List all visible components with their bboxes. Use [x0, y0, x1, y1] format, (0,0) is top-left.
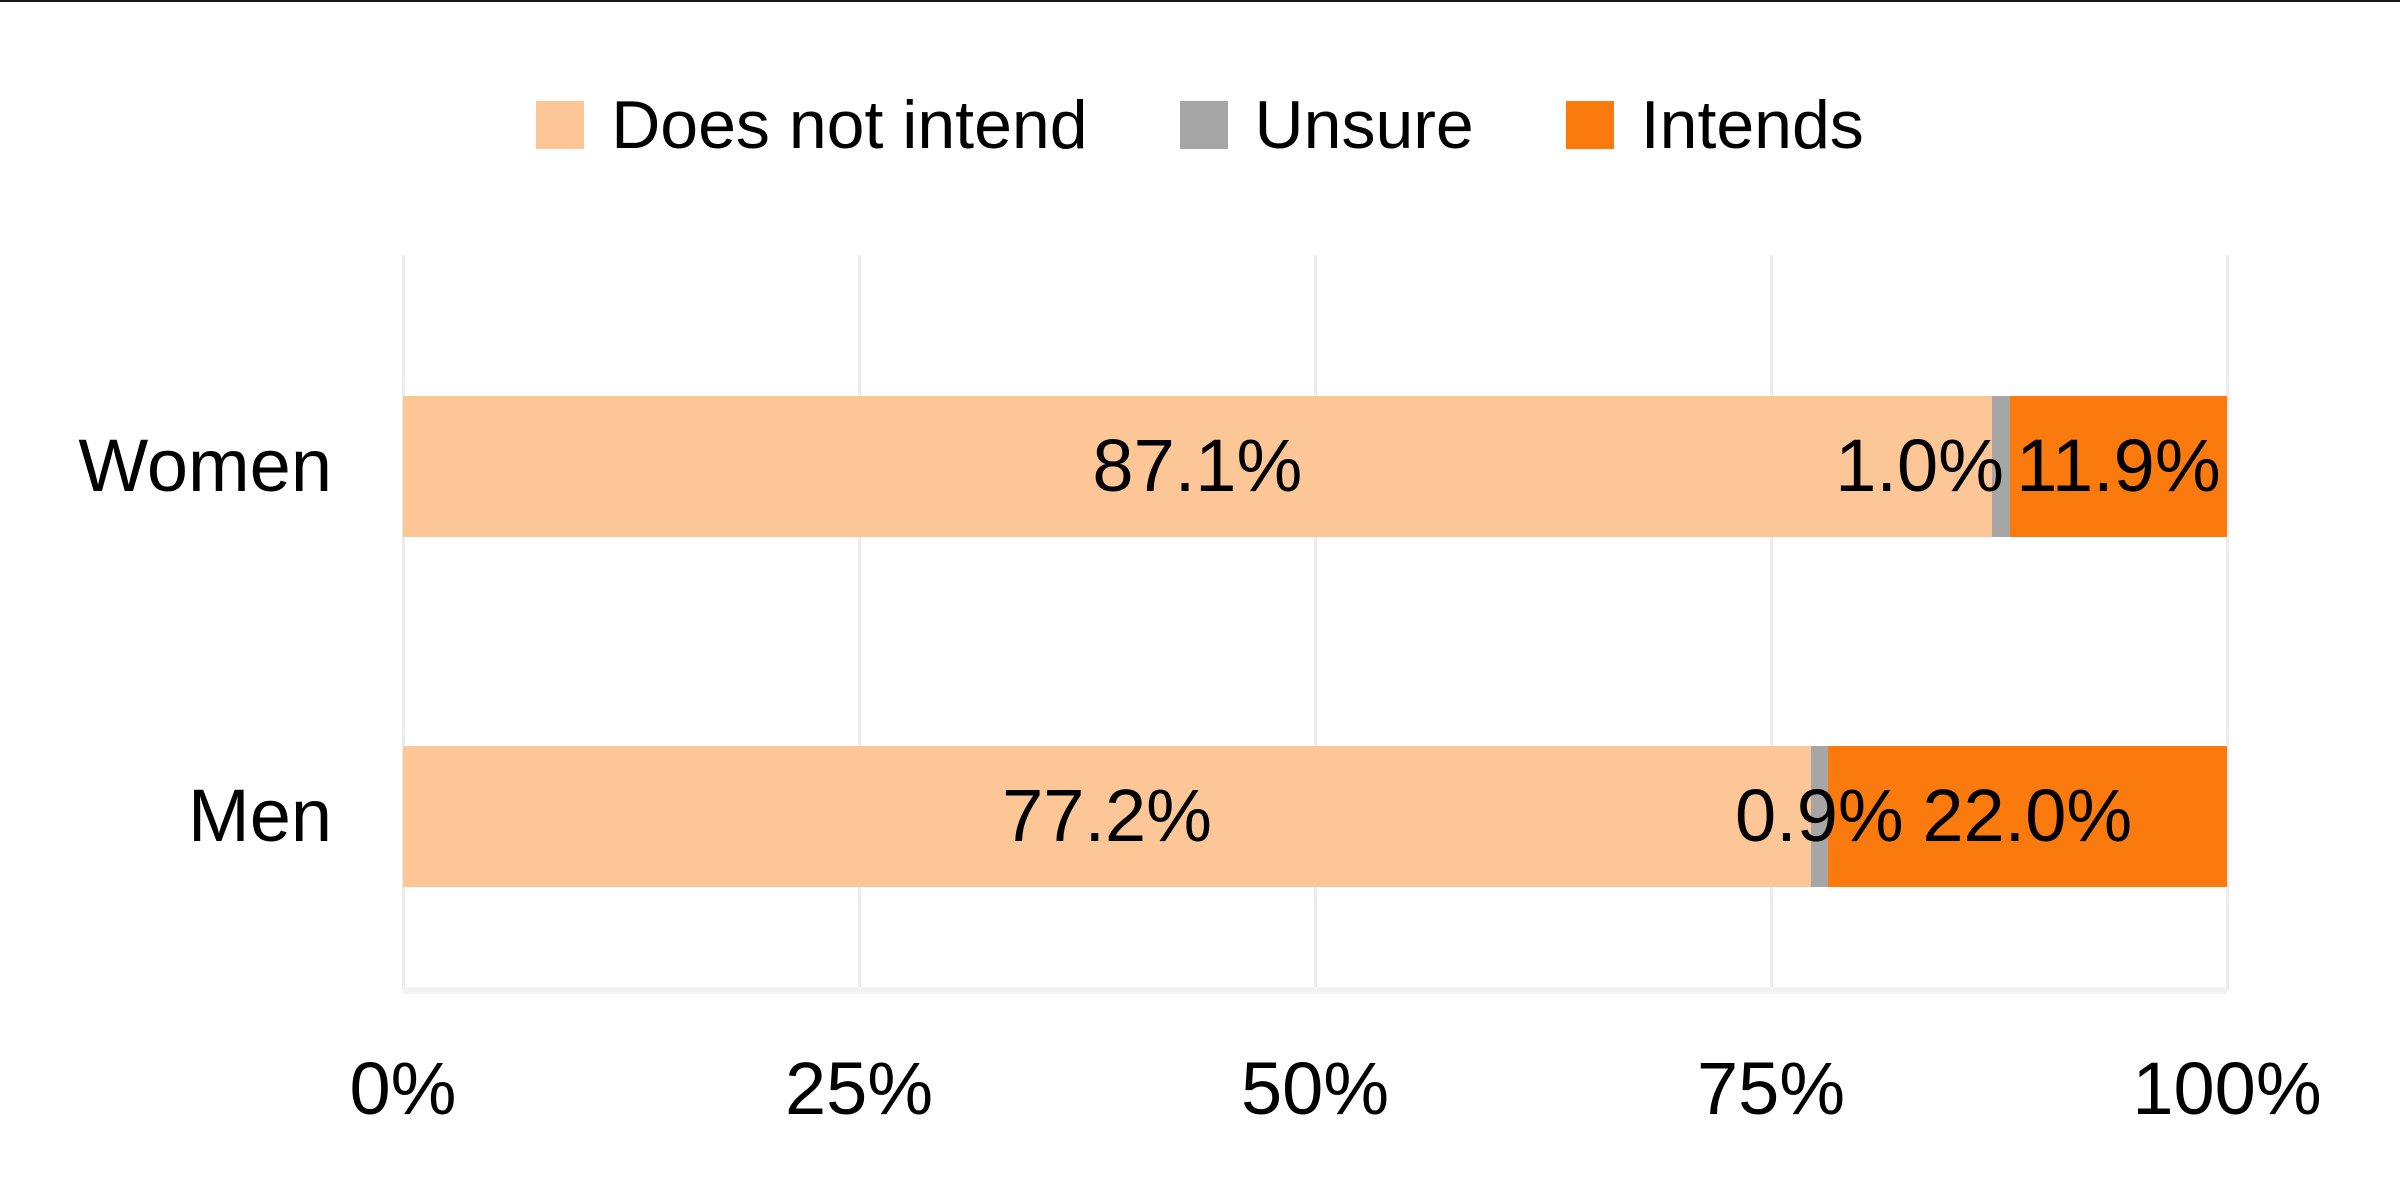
bar-row-men — [403, 746, 2227, 887]
data-label-does-not-intend-men: 77.2% — [1002, 774, 1212, 857]
legend-label-unsure: Unsure — [1254, 87, 1474, 163]
gridline-50 — [1313, 255, 1317, 990]
x-tick-label-50: 50% — [1240, 1047, 1390, 1130]
data-label-intends-women: 11.9% — [2016, 424, 2221, 507]
gridline-25 — [857, 255, 861, 990]
category-label-men: Men — [188, 774, 332, 857]
data-label-intends-men: 22.0% — [1922, 774, 2133, 857]
bar-segment-does-not-intend-men — [403, 746, 1812, 887]
chart-legend: Does not intend Unsure Intends — [0, 55, 2400, 195]
data-label-does-not-intend-women: 87.1% — [1092, 424, 1303, 507]
bar-segment-unsure-women — [1991, 396, 2010, 537]
bar-segment-unsure-men — [1811, 746, 1828, 887]
legend-swatch-does-not-intend-icon — [536, 101, 585, 149]
data-label-unsure-women: 1.0% — [1835, 424, 2004, 507]
bar-segment-intends-men — [1827, 746, 2227, 887]
top-border-line — [0, 0, 2400, 2]
legend-item-does-not-intend: Does not intend — [536, 87, 1088, 163]
bar-segment-does-not-intend-women — [403, 396, 1992, 537]
x-tick-label-100: 100% — [2132, 1047, 2322, 1130]
category-label-women: Women — [78, 424, 332, 507]
x-tick-label-75: 75% — [1696, 1047, 1846, 1130]
gridline-0 — [401, 255, 405, 990]
bar-row-women — [403, 396, 2227, 537]
data-label-unsure-men: 0.9% — [1734, 774, 1904, 857]
legend-swatch-intends-icon — [1565, 101, 1614, 149]
legend-item-intends: Intends — [1565, 87, 1864, 163]
x-axis-line — [403, 987, 2227, 994]
bar-segment-intends-women — [2009, 396, 2227, 537]
legend-swatch-unsure-icon — [1179, 101, 1228, 149]
x-tick-label-0: 0% — [349, 1047, 457, 1130]
legend-label-intends: Intends — [1640, 87, 1864, 163]
legend-label-does-not-intend: Does not intend — [611, 87, 1088, 163]
gridline-100 — [2225, 255, 2229, 990]
gridline-75 — [1769, 255, 1773, 990]
x-tick-label-25: 25% — [784, 1047, 934, 1130]
legend-item-unsure: Unsure — [1179, 87, 1474, 163]
